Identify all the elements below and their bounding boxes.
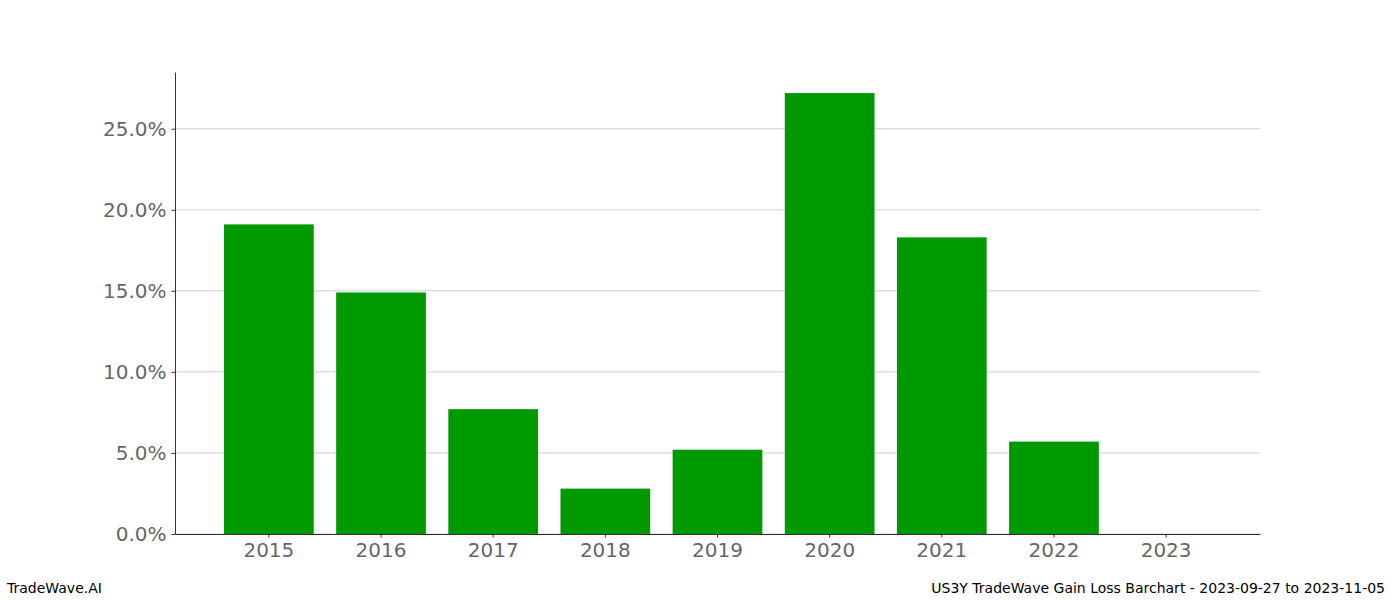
subtitle: TradeWave.AI bbox=[6, 580, 102, 596]
x-axis: 2015 2016 2017 2018 2019 2020 2021 2022 2023 bbox=[176, 534, 1261, 562]
x-tick: 2018 bbox=[580, 534, 631, 562]
x-tick: 2020 bbox=[804, 534, 855, 562]
y-tick-mark bbox=[172, 534, 176, 535]
chart: 0.0% 5.0% 10.0% 15.0% 20.0% 25.0% 2015 2016 2017… bbox=[0, 0, 1400, 600]
y-tick-label: 5.0% bbox=[116, 441, 167, 465]
bar bbox=[897, 237, 987, 534]
x-tick: 2017 bbox=[468, 534, 519, 562]
x-tick: 2021 bbox=[916, 534, 967, 562]
y-tick-mark bbox=[172, 453, 176, 454]
x-axis-line bbox=[176, 534, 1261, 535]
x-tick: 2019 bbox=[692, 534, 743, 562]
y-tick-mark bbox=[172, 291, 176, 292]
y-tick-mark bbox=[172, 129, 176, 130]
y-tick-label: 15.0% bbox=[103, 279, 167, 303]
bar bbox=[560, 489, 650, 534]
y-tick: 20.0% bbox=[103, 198, 175, 222]
bar bbox=[224, 224, 314, 534]
x-tick-label: 2015 bbox=[243, 538, 294, 562]
grid bbox=[175, 129, 1260, 534]
x-tick-label: 2018 bbox=[580, 538, 631, 562]
y-axis-line bbox=[175, 73, 176, 535]
y-tick: 15.0% bbox=[103, 279, 175, 303]
x-tick-label: 2019 bbox=[692, 538, 743, 562]
y-tick: 5.0% bbox=[116, 441, 175, 465]
x-tick: 2016 bbox=[356, 534, 407, 562]
x-tick-label: 2022 bbox=[1029, 538, 1080, 562]
y-tick-label: 20.0% bbox=[103, 198, 167, 222]
y-tick-mark bbox=[172, 210, 176, 211]
x-tick-label: 2020 bbox=[804, 538, 855, 562]
grid-line bbox=[175, 290, 1260, 291]
x-tick-label: 2017 bbox=[468, 538, 519, 562]
y-tick: 25.0% bbox=[103, 117, 175, 141]
y-tick-label: 10.0% bbox=[103, 360, 167, 384]
bar bbox=[448, 409, 538, 534]
x-tick: 2015 bbox=[243, 534, 294, 562]
bar bbox=[785, 93, 875, 534]
bars bbox=[224, 93, 1099, 534]
y-tick-label: 25.0% bbox=[103, 117, 167, 141]
x-tick-label: 2016 bbox=[356, 538, 407, 562]
x-tick-label: 2021 bbox=[916, 538, 967, 562]
grid-line bbox=[175, 209, 1260, 210]
title: US3Y TradeWave Gain Loss Barchart - 2023… bbox=[931, 580, 1385, 596]
y-tick: 10.0% bbox=[103, 360, 175, 384]
grid-line bbox=[175, 128, 1260, 129]
bar bbox=[673, 450, 763, 534]
y-axis: 0.0% 5.0% 10.0% 15.0% 20.0% 25.0% bbox=[103, 73, 176, 546]
y-tick-label: 0.0% bbox=[116, 522, 167, 546]
x-tick: 2023 bbox=[1141, 534, 1192, 562]
x-tick: 2022 bbox=[1029, 534, 1080, 562]
x-tick-label: 2023 bbox=[1141, 538, 1192, 562]
bar bbox=[336, 292, 426, 534]
y-tick: 0.0% bbox=[116, 522, 175, 546]
y-tick-mark bbox=[172, 372, 176, 373]
bar bbox=[1121, 534, 1211, 535]
bar bbox=[1009, 442, 1099, 534]
